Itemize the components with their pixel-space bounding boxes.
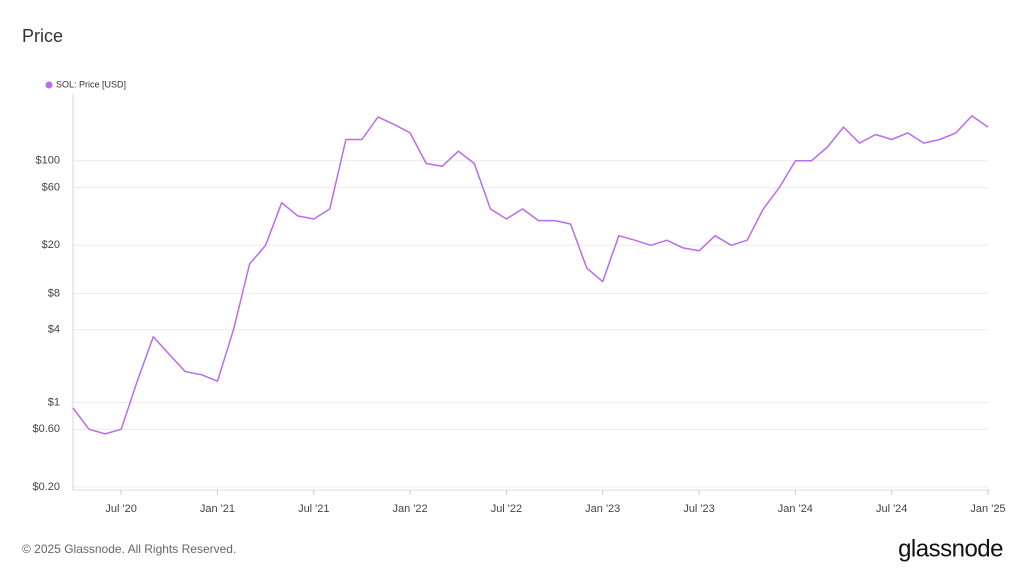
x-tick-label: Jan '24	[778, 503, 813, 515]
x-tick-label: Jan '23	[585, 503, 620, 515]
y-tick-label: $0.20	[32, 481, 60, 493]
x-tick-label: Jan '21	[200, 503, 235, 515]
y-tick-label: $4	[48, 324, 60, 336]
x-tick-label: Jul '20	[105, 503, 136, 515]
y-tick-label: $8	[48, 287, 60, 299]
copyright: © 2025 Glassnode. All Rights Reserved.	[22, 542, 236, 556]
price-line	[72, 115, 989, 435]
x-tick-label: Jan '25	[970, 503, 1005, 515]
y-tick-label: $0.60	[32, 423, 60, 435]
x-tick-label: Jul '21	[298, 503, 329, 515]
legend-label: SOL: Price [USD]	[56, 79, 126, 89]
brand-logo: glassnode	[898, 535, 1003, 562]
x-tick-label: Jul '22	[491, 503, 522, 515]
legend-marker	[45, 81, 53, 89]
y-tick-label: $100	[36, 155, 60, 167]
y-tick-label: $20	[42, 239, 60, 251]
y-tick-label: $60	[42, 181, 60, 193]
y-tick-label: $1	[48, 396, 60, 408]
x-tick-label: Jul '24	[876, 503, 907, 515]
chart-title: Price	[22, 26, 63, 46]
x-tick-label: Jan '22	[393, 503, 428, 515]
x-tick-label: Jul '23	[683, 503, 714, 515]
